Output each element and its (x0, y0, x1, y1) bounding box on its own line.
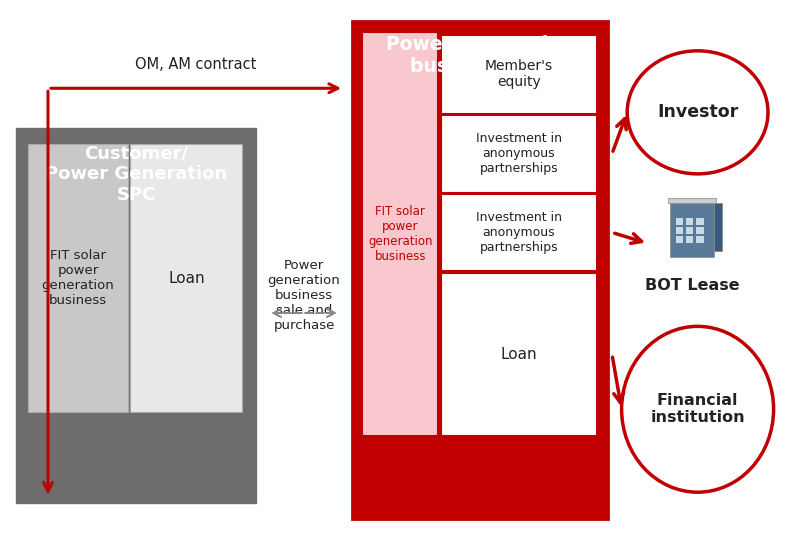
Text: BOT Lease: BOT Lease (645, 278, 739, 293)
Bar (130, 144, 242, 412)
Ellipse shape (622, 326, 774, 492)
Text: Loan: Loan (501, 347, 537, 362)
Text: OM, AM contract: OM, AM contract (135, 57, 257, 72)
Bar (441, 35, 597, 114)
Text: Financial
institution: Financial institution (650, 393, 745, 425)
Text: FIT solar
power
generation
business: FIT solar power generation business (42, 249, 114, 307)
Bar (686, 218, 693, 225)
Bar (441, 273, 597, 436)
Bar (675, 236, 683, 243)
Bar (670, 203, 714, 257)
Bar (697, 236, 704, 243)
Text: FIT solar
power
generation
business: FIT solar power generation business (368, 205, 433, 263)
Bar (362, 32, 438, 436)
Text: Investment in
anonymous
partnerships: Investment in anonymous partnerships (476, 132, 562, 175)
Bar (686, 236, 693, 243)
Bar (669, 198, 716, 203)
Bar (352, 21, 608, 519)
Ellipse shape (627, 51, 768, 174)
Text: Investor: Investor (657, 103, 738, 121)
Bar (675, 218, 683, 225)
Bar (714, 203, 722, 251)
Bar (28, 144, 128, 412)
Text: Customer/
Power Generation
SPC: Customer/ Power Generation SPC (45, 144, 227, 204)
Bar (686, 227, 693, 234)
Bar (697, 218, 704, 225)
Bar (441, 115, 597, 193)
Text: Loan: Loan (168, 271, 205, 286)
Text: Member's
equity: Member's equity (485, 59, 553, 89)
Text: Power
generation
business
sale and
purchase: Power generation business sale and purch… (268, 259, 340, 332)
Bar (441, 194, 597, 271)
Bar (675, 227, 683, 234)
Text: Investment in
anonymous
partnerships: Investment in anonymous partnerships (476, 211, 562, 254)
Text: Power generation
business SPC: Power generation business SPC (386, 35, 574, 76)
Bar (697, 227, 704, 234)
Bar (16, 128, 256, 503)
